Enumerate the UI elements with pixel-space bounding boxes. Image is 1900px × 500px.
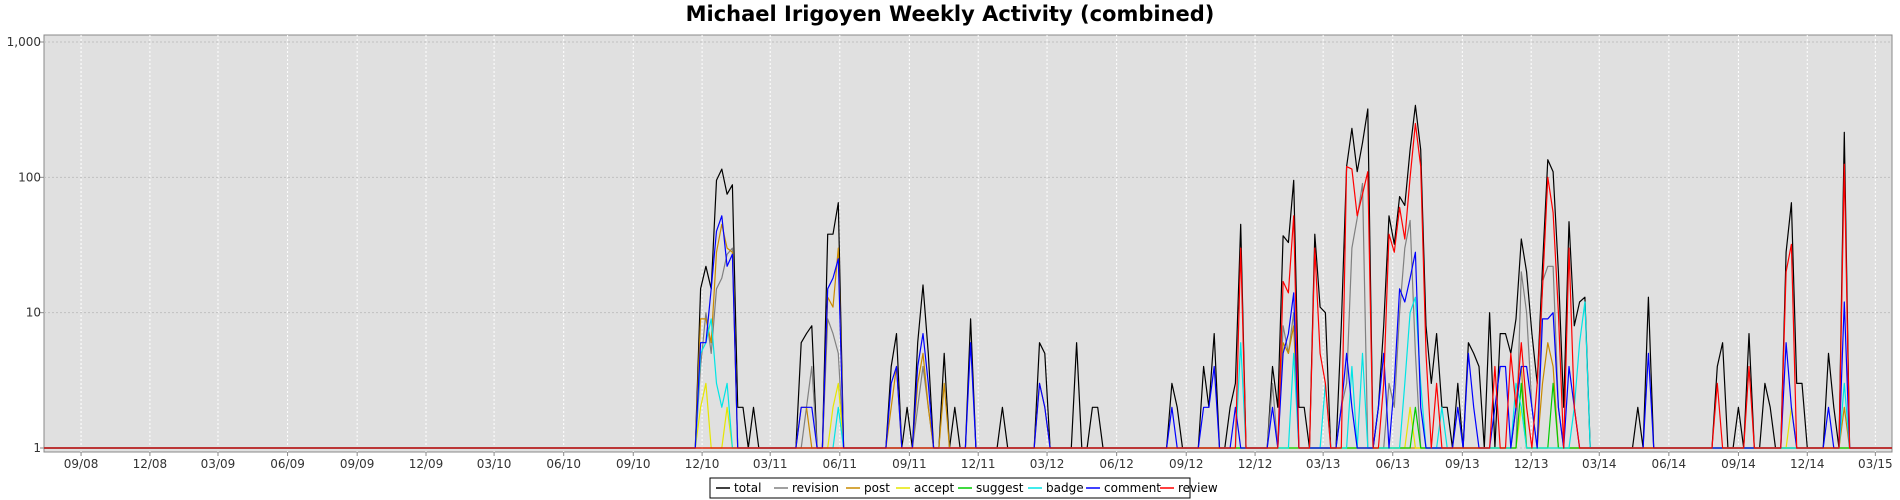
series-line-review (44, 122, 1892, 449)
x-tick-label: 09/08 (64, 457, 99, 471)
x-tick-label: 09/09 (340, 457, 375, 471)
x-tick-label: 06/14 (1652, 457, 1687, 471)
y-tick-label: 100 (18, 170, 41, 184)
x-tick-label: 12/14 (1790, 457, 1825, 471)
legend-box (709, 477, 1191, 499)
x-tick-label: 12/13 (1514, 457, 1549, 471)
legend-label-suggest: suggest (976, 481, 1024, 495)
legend-label-accept: accept (914, 481, 955, 495)
y-tick-label: 1 (33, 441, 41, 455)
x-tick-label: 09/10 (616, 457, 651, 471)
legend-label-review: review (1178, 481, 1218, 495)
series-lines (44, 104, 1892, 449)
x-tick-label: 06/11 (822, 457, 857, 471)
x-tick-label: 09/13 (1445, 457, 1480, 471)
x-tick-label: 09/11 (892, 457, 927, 471)
x-tick-label: 03/15 (1858, 457, 1893, 471)
x-tick-label: 03/11 (753, 457, 788, 471)
series-line-suggest (44, 382, 1892, 449)
legend-label-comment: comment (1104, 481, 1161, 495)
x-tick-label: 03/12 (1030, 457, 1065, 471)
x-tick-label: 09/12 (1169, 457, 1204, 471)
series-line-total (44, 104, 1892, 449)
legend-label-total: total (734, 481, 761, 495)
x-tick-label: 06/12 (1099, 457, 1134, 471)
chart-title: Michael Irigoyen Weekly Activity (combin… (685, 2, 1215, 26)
x-tick-label: 03/14 (1582, 457, 1617, 471)
legend: total revision post accept suggest badge comme… (709, 477, 1218, 499)
legend-label-badge: badge (1046, 481, 1084, 495)
x-tick-label: 03/10 (477, 457, 512, 471)
x-tick-label: 12/10 (685, 457, 720, 471)
x-tick-label: 03/13 (1306, 457, 1341, 471)
x-tick-label: 12/12 (1238, 457, 1273, 471)
x-tick-label: 12/11 (961, 457, 996, 471)
x-tick-label: 03/09 (201, 457, 236, 471)
x-tick-label: 12/08 (133, 457, 168, 471)
legend-label-post: post (864, 481, 890, 495)
x-tick-label: 06/13 (1375, 457, 1410, 471)
x-tick-label: 12/09 (409, 457, 444, 471)
x-tick-label: 06/10 (546, 457, 581, 471)
x-tick-label: 06/09 (270, 457, 305, 471)
y-tick-label: 1,000 (7, 35, 41, 49)
x-tick-label: 09/14 (1721, 457, 1756, 471)
legend-label-revision: revision (792, 481, 839, 495)
y-tick-label: 10 (26, 306, 41, 320)
axis-ticks: 09/08 12/08 03/09 06/09 09/09 12/09 03/10 06/10… (7, 35, 1893, 471)
